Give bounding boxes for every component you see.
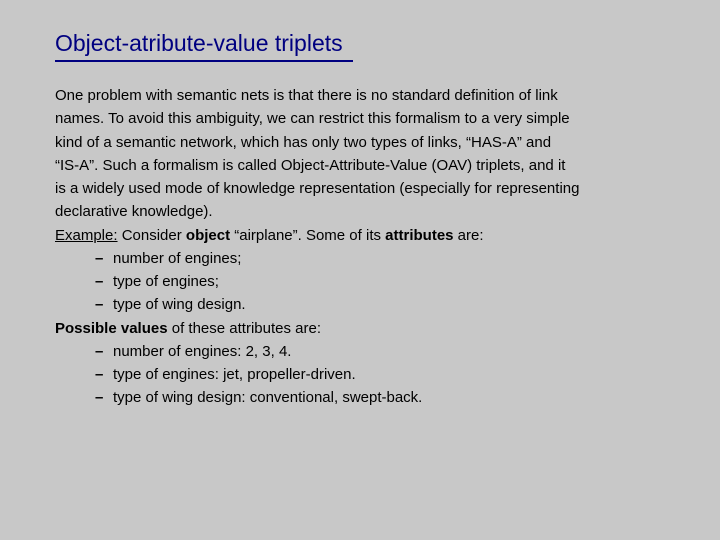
bullet-icon: –	[95, 340, 113, 363]
bullet-icon: –	[95, 247, 113, 270]
values-text: of these attributes are:	[168, 320, 321, 337]
bullet-icon: –	[95, 293, 113, 316]
example-text: Consider	[118, 227, 186, 244]
list-item: –type of engines;	[95, 270, 670, 293]
list-item: –number of engines;	[95, 247, 670, 270]
para-line: “IS-A”. Such a formalism is called Objec…	[55, 154, 670, 177]
body-text: One problem with semantic nets is that t…	[55, 84, 670, 410]
example-text: are:	[454, 227, 484, 244]
list-text: type of engines: jet, propeller-driven.	[113, 366, 356, 383]
list-item: –type of wing design.	[95, 293, 670, 316]
list-text: type of engines;	[113, 273, 219, 290]
example-bold-object: object	[186, 227, 230, 244]
slide-title: Object-atribute-value triplets	[55, 30, 353, 62]
bullet-icon: –	[95, 363, 113, 386]
list-item: –type of engines: jet, propeller-driven.	[95, 363, 670, 386]
list-item: –number of engines: 2, 3, 4.	[95, 340, 670, 363]
values-header: Possible values of these attributes are:	[55, 317, 670, 340]
para-line: One problem with semantic nets is that t…	[55, 84, 670, 107]
para-line: kind of a semantic network, which has on…	[55, 131, 670, 154]
list-text: type of wing design.	[113, 296, 246, 313]
values-label: Possible values	[55, 320, 168, 337]
example-label: Example:	[55, 227, 118, 244]
example-text: “airplane”. Some of its	[230, 227, 385, 244]
slide-container: Object-atribute-value triplets One probl…	[0, 0, 720, 430]
list-text: number of engines;	[113, 250, 241, 267]
para-line: is a widely used mode of knowledge repre…	[55, 177, 670, 200]
example-line: Example: Consider object “airplane”. Som…	[55, 224, 670, 247]
list-text: type of wing design: conventional, swept…	[113, 389, 422, 406]
para-line: names. To avoid this ambiguity, we can r…	[55, 107, 670, 130]
bullet-icon: –	[95, 386, 113, 409]
attribute-list: –number of engines; –type of engines; –t…	[55, 247, 670, 410]
list-item: –type of wing design: conventional, swep…	[95, 386, 670, 409]
para-line: declarative knowledge).	[55, 200, 670, 223]
bullet-icon: –	[95, 270, 113, 293]
list-text: number of engines: 2, 3, 4.	[113, 343, 291, 360]
example-bold-attributes: attributes	[385, 227, 453, 244]
